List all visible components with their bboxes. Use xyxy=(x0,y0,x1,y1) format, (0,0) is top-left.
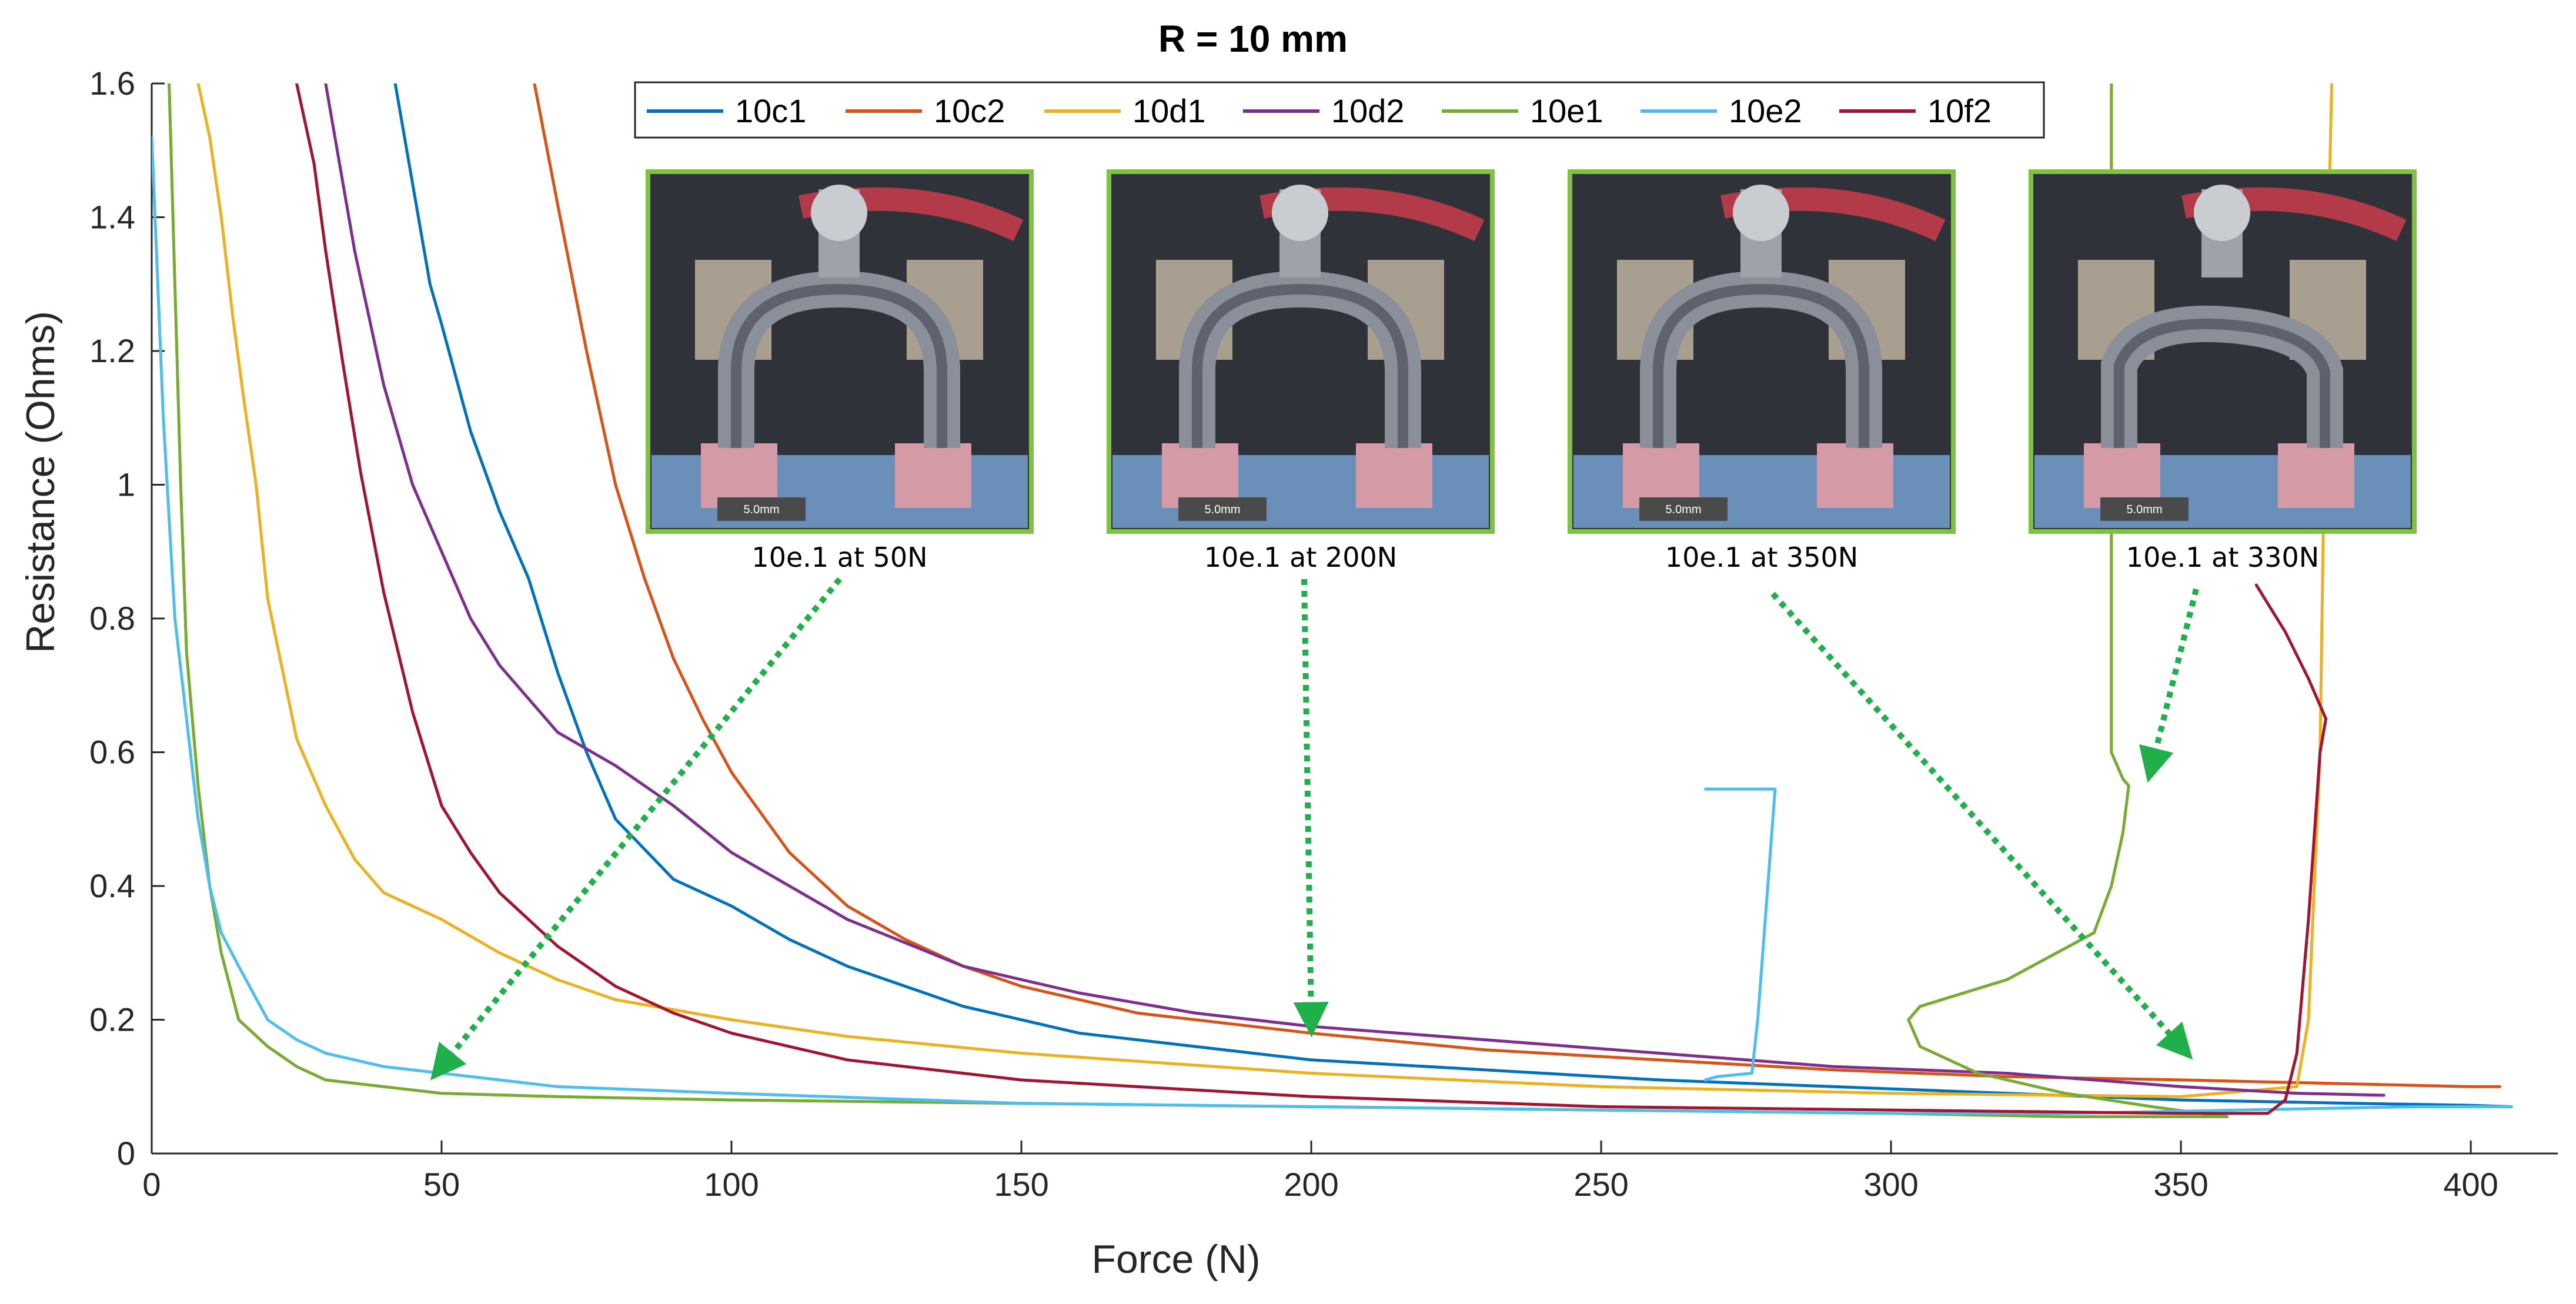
legend-label-10c1: 10c1 xyxy=(735,92,806,129)
y-tick-label: 0 xyxy=(117,1135,135,1172)
y-tick-label: 1.2 xyxy=(89,332,135,369)
series-line-10f2 xyxy=(295,83,2328,1115)
legend: 10c1 10c2 10d1 10d2 10e1 10e2 10f2 xyxy=(634,81,2045,139)
chart-title: R = 10 mm xyxy=(1158,18,1348,60)
x-tick-label: 100 xyxy=(704,1166,759,1203)
series-line-10e2 xyxy=(152,135,2513,1115)
x-tick-label: 200 xyxy=(1284,1166,1338,1203)
legend-label-10c2: 10c2 xyxy=(934,92,1005,129)
x-tick-label: 400 xyxy=(2443,1166,2498,1203)
x-tick-label: 350 xyxy=(2153,1166,2208,1203)
legend-label-10d1: 10d1 xyxy=(1132,92,1206,129)
x-tick-label: 50 xyxy=(423,1166,460,1203)
annotation-arrow xyxy=(1293,579,1329,1038)
pad-graphic xyxy=(1162,443,1238,508)
pad-graphic xyxy=(1623,443,1699,508)
probe-ball-graphic xyxy=(1733,185,1789,241)
pad-graphic xyxy=(701,443,777,508)
scale-bar xyxy=(1178,497,1267,521)
x-axis-label: Force (N) xyxy=(1091,1237,1260,1282)
pad-graphic xyxy=(1356,443,1432,508)
scale-bar xyxy=(2100,497,2189,521)
y-tick-label: 0.4 xyxy=(89,867,135,904)
y-tick-label: 0.6 xyxy=(89,734,135,771)
x-tick-label: 0 xyxy=(142,1166,161,1203)
photo-caption: 10e.1 at 350N xyxy=(1665,541,1858,573)
y-tick-label: 1.6 xyxy=(89,65,135,102)
scale-bar xyxy=(1639,497,1728,521)
scale-bar-label: 5.0mm xyxy=(1204,503,1240,516)
scale-bar-label: 5.0mm xyxy=(1665,503,1701,516)
x-tick-label: 300 xyxy=(1863,1166,1918,1203)
pad-graphic xyxy=(2278,443,2354,508)
photo-inset-1: 5.0mm 10e.1 at 50N xyxy=(646,169,1034,573)
legend-label-10f2: 10f2 xyxy=(1927,92,1992,129)
y-tick-label: 0.2 xyxy=(89,1001,135,1038)
probe-ball-graphic xyxy=(1272,185,1328,241)
legend-label-10d2: 10d2 xyxy=(1331,92,1405,129)
x-tick-label: 150 xyxy=(994,1166,1048,1203)
pad-graphic xyxy=(1817,443,1893,508)
pad-graphic xyxy=(2084,443,2160,508)
sample-arch-shading xyxy=(1192,283,1408,448)
x-tick-label: 250 xyxy=(1573,1166,1628,1203)
legend-label-10e2: 10e2 xyxy=(1729,92,1802,129)
y-tick-label: 1 xyxy=(117,466,135,503)
series-line-10e2-segment xyxy=(1704,787,1777,1082)
scale-bar xyxy=(717,497,806,521)
photo-caption: 10e.1 at 330N xyxy=(2126,541,2319,573)
y-tick-label: 1.4 xyxy=(89,199,135,236)
series-line-10c1 xyxy=(393,83,2513,1108)
sample-arch-shading xyxy=(1653,283,1869,448)
pad-graphic xyxy=(895,443,971,508)
photo-caption: 10e.1 at 200N xyxy=(1204,541,1397,573)
legend-label-10e1: 10e1 xyxy=(1530,92,1603,129)
sample-arch-shading xyxy=(2114,318,2330,448)
scale-bar-label: 5.0mm xyxy=(2126,503,2162,516)
y-axis-label: Resistance (Ohms) xyxy=(18,311,63,653)
photo-inset-2: 5.0mm 10e.1 at 200N xyxy=(1107,169,1495,573)
photo-caption: 10e.1 at 50N xyxy=(751,541,927,573)
y-tick-label: 0.8 xyxy=(89,600,135,637)
series-line-10d2 xyxy=(324,83,2385,1097)
probe-ball-graphic xyxy=(811,185,867,241)
annotation-arrow xyxy=(1770,591,2193,1060)
photo-inset-3: 5.0mm 10e.1 at 350N xyxy=(1568,169,1956,573)
photo-inset-4: 5.0mm 10e.1 at 330N xyxy=(2029,169,2417,573)
sample-arch-shading xyxy=(731,283,947,448)
probe-ball-graphic xyxy=(2194,185,2250,241)
scale-bar-label: 5.0mm xyxy=(743,503,779,516)
series-line-10f2-tail xyxy=(2254,583,2328,721)
